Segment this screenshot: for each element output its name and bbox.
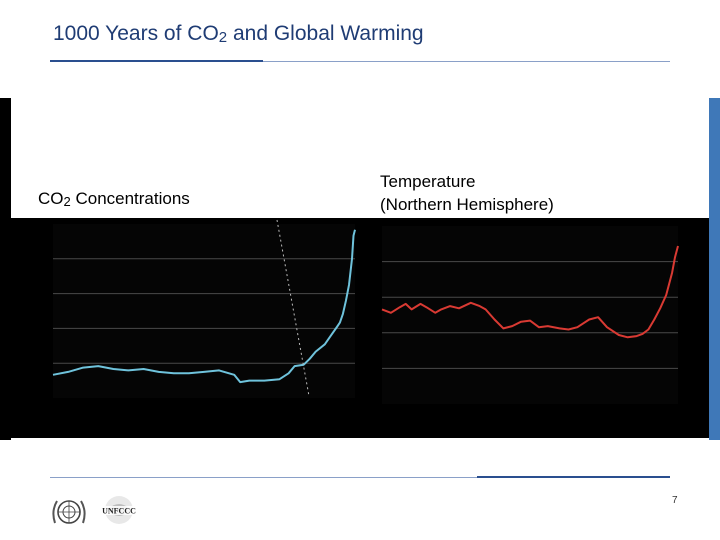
un-emblem-icon — [52, 500, 86, 524]
footer-rule-accent — [477, 476, 670, 478]
unfccc-logo-icon: UNFCCC — [97, 496, 141, 524]
co2-plot-area — [53, 224, 355, 398]
title-underline — [263, 61, 670, 62]
temperature-plot-area — [382, 226, 678, 404]
temperature-series-line — [381, 245, 679, 339]
left-edge-strip — [0, 98, 11, 440]
slide-title: 1000 Years of CO2 and Global Warming — [53, 22, 424, 46]
footer-rule — [50, 477, 670, 478]
co2-chart — [52, 219, 356, 398]
co2-chart-panel — [11, 218, 371, 438]
temperature-chart-panel — [371, 218, 709, 438]
co2-title-prefix: CO — [38, 189, 64, 208]
temperature-title-line-1: Temperature — [380, 172, 476, 191]
co2-chart-title: CO2 Concentrations — [38, 189, 190, 209]
co2-title-suffix: Concentrations — [70, 189, 190, 208]
page-number: 7 — [672, 495, 678, 506]
co2-series-line — [52, 229, 356, 384]
temperature-chart-title: Temperature (Northern Hemisphere) — [380, 170, 554, 216]
right-edge-strip — [709, 98, 720, 440]
svg-text:UNFCCC: UNFCCC — [102, 507, 136, 516]
title-underline-accent — [50, 60, 263, 62]
temperature-chart — [381, 226, 679, 404]
co2-title-subscript: 2 — [63, 194, 71, 209]
title-suffix: and Global Warming — [227, 22, 424, 45]
title-subscript: 2 — [218, 29, 228, 46]
temperature-title-line-2: (Northern Hemisphere) — [380, 195, 554, 214]
title-prefix: 1000 Years of CO — [53, 22, 219, 45]
